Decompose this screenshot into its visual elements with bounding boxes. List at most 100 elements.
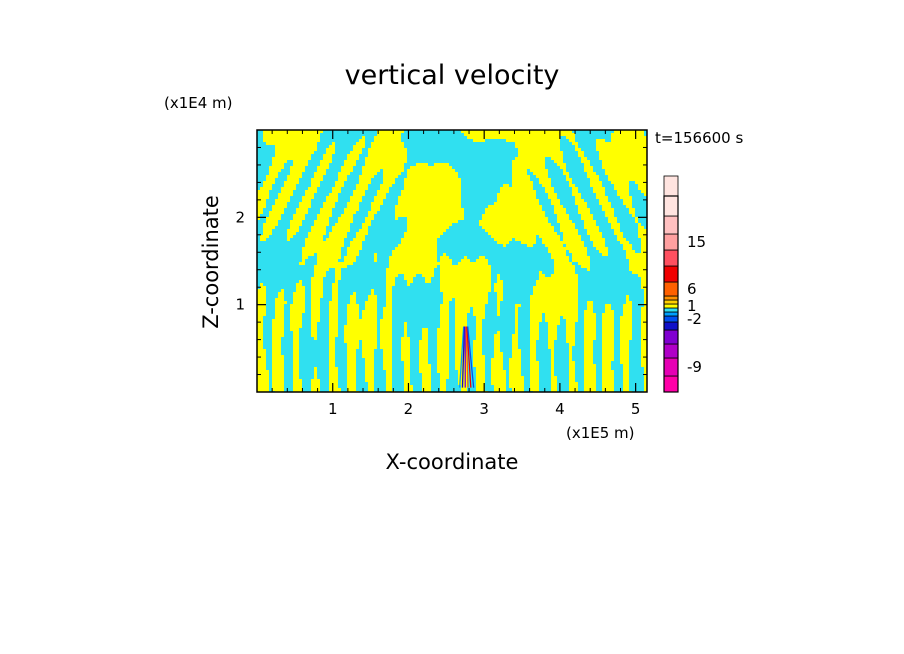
positive-cell (374, 253, 377, 256)
colorbar-swatch (663, 249, 679, 267)
positive-cell (275, 199, 290, 202)
positive-cell (269, 214, 281, 217)
positive-cell (530, 295, 578, 298)
positive-cell (611, 223, 620, 226)
positive-cell (332, 142, 335, 145)
positive-cell (455, 346, 467, 349)
positive-cell (272, 367, 284, 370)
positive-cell (425, 280, 431, 283)
positive-cell (464, 133, 575, 136)
positive-cell (461, 130, 572, 133)
positive-cell (476, 382, 485, 385)
positive-cell (401, 340, 410, 343)
positive-cell (314, 376, 317, 379)
positive-cell (572, 187, 578, 190)
positive-cell (386, 283, 395, 286)
positive-cell (272, 340, 281, 343)
positive-cell (353, 190, 365, 193)
positive-cell (638, 226, 644, 229)
positive-cell (266, 220, 278, 223)
positive-cell (473, 139, 485, 142)
positive-cell (608, 217, 617, 220)
positive-cell (404, 334, 407, 337)
positive-cell (644, 367, 647, 370)
positive-cell (275, 307, 284, 310)
positive-cell (530, 313, 542, 316)
positive-cell (497, 193, 536, 196)
positive-cell (272, 379, 284, 382)
positive-cell (359, 181, 371, 184)
positive-cell (584, 337, 596, 340)
positive-cell (380, 325, 392, 328)
positive-cell (293, 352, 299, 355)
positive-cell (455, 343, 467, 346)
positive-cell (509, 376, 524, 379)
positive-cell (584, 355, 593, 358)
positive-cell (347, 343, 359, 346)
updraft-contour (459, 326, 465, 388)
positive-cell (377, 133, 401, 136)
positive-cell (368, 382, 374, 385)
positive-cell (602, 367, 611, 370)
positive-cell (365, 157, 407, 160)
positive-cell (287, 175, 302, 178)
positive-cell (365, 163, 404, 166)
positive-cell (641, 364, 647, 367)
positive-cell (335, 181, 344, 184)
positive-cell (473, 340, 482, 343)
positive-cell (455, 352, 467, 355)
positive-cell (332, 286, 338, 289)
positive-cell (347, 250, 359, 253)
positive-cell (572, 259, 590, 262)
positive-cell (374, 139, 401, 142)
positive-cell (347, 202, 359, 205)
positive-cell (257, 382, 269, 385)
positive-cell (602, 331, 614, 334)
positive-cell (437, 334, 449, 337)
positive-cell (602, 379, 614, 382)
positive-cell (551, 256, 569, 259)
positive-cell (620, 316, 632, 319)
positive-cell (578, 208, 590, 211)
positive-cell (386, 370, 392, 373)
positive-cell (644, 379, 647, 382)
positive-cell (365, 304, 377, 307)
positive-cell (293, 376, 299, 379)
positive-cell (554, 271, 575, 274)
positive-cell (356, 142, 365, 145)
positive-cell (257, 376, 269, 379)
positive-cell (497, 292, 503, 295)
positive-cell (512, 340, 518, 343)
positive-cell (440, 373, 449, 376)
positive-cell (407, 175, 458, 178)
positive-cell (491, 379, 506, 382)
positive-cell (365, 301, 377, 304)
positive-cell (581, 217, 593, 220)
positive-cell (473, 346, 482, 349)
positive-cell (638, 229, 647, 232)
positive-cell (497, 301, 500, 304)
positive-cell (296, 208, 308, 211)
positive-cell (371, 205, 380, 208)
positive-cell (263, 184, 272, 187)
positive-cell (533, 172, 548, 175)
positive-cell (362, 352, 374, 355)
positive-cell (305, 241, 344, 244)
positive-cell (476, 325, 482, 328)
positive-cell (479, 256, 485, 259)
positive-cell (509, 361, 521, 364)
positive-cell (311, 292, 323, 295)
positive-cell (293, 340, 299, 343)
positive-cell (383, 364, 392, 367)
positive-cell (584, 358, 593, 361)
positive-cell (257, 202, 266, 205)
positive-cell (623, 370, 629, 373)
positive-cell (257, 322, 263, 325)
colorbar-swatch (663, 233, 679, 251)
positive-cell (365, 376, 374, 379)
positive-cell (560, 229, 578, 232)
positive-cell (530, 304, 578, 307)
positive-cell (272, 337, 281, 340)
positive-cell (329, 304, 338, 307)
positive-cell (530, 373, 539, 376)
